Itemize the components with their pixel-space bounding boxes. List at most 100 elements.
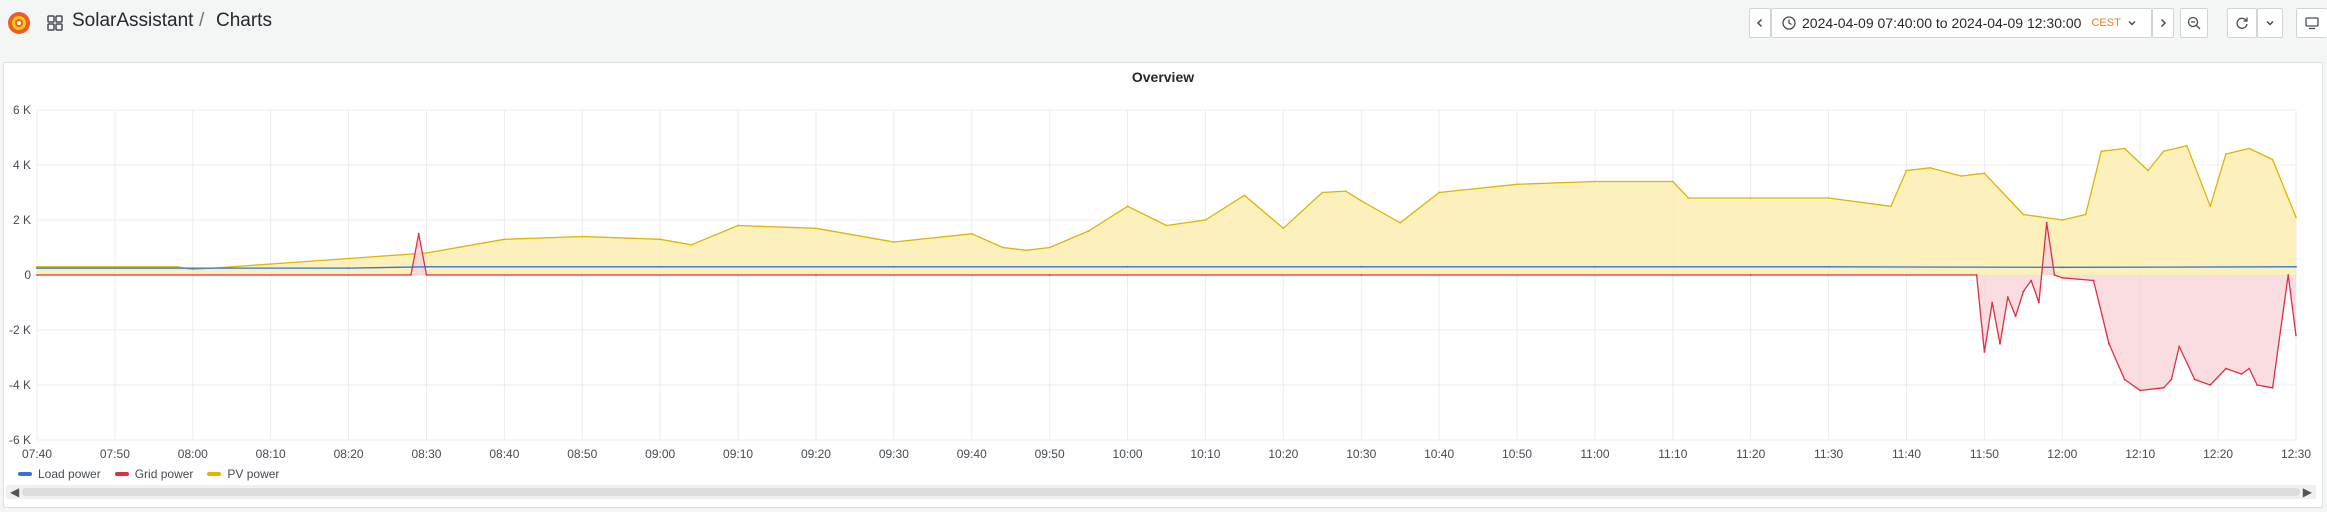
- legend-swatch: [207, 472, 222, 476]
- breadcrumb-app-name[interactable]: SolarAssistant: [72, 10, 194, 31]
- time-range-picker[interactable]: 2024-04-09 07:40:00 to 2024-04-09 12:30:…: [1771, 8, 2152, 38]
- load-power-point: [1360, 265, 1363, 268]
- grid-power-point: [2014, 315, 2017, 318]
- pv-power-point: [191, 268, 194, 271]
- grid-power-point: [2061, 276, 2064, 279]
- x-tick-label: 09:50: [1035, 447, 1065, 461]
- x-tick-label: 11:10: [1658, 447, 1687, 461]
- x-tick-label: 10:30: [1346, 447, 1376, 461]
- y-tick-label: 2 K: [13, 213, 31, 227]
- legend-item-pv-power[interactable]: PV power: [207, 467, 279, 481]
- y-tick-label: 6 K: [13, 103, 31, 117]
- top-navbar: SolarAssistant / Charts 2024-04-09 07:40…: [0, 0, 2327, 46]
- grid-power-point: [2240, 373, 2243, 375]
- x-tick-label: 12:10: [2125, 447, 2155, 461]
- grid-power-point: [2193, 378, 2196, 381]
- x-tick-label: 09:20: [801, 447, 831, 461]
- grid-power-point: [1048, 274, 1051, 276]
- time-range-label: 2024-04-09 07:40:00 to 2024-04-09 12:30:…: [1802, 15, 2082, 31]
- pv-power-point: [1438, 191, 1440, 194]
- tv-mode-icon: [2305, 17, 2319, 30]
- x-tick-label: 12:00: [2047, 447, 2077, 461]
- x-tick-label: 12:30: [2281, 447, 2311, 461]
- x-tick-label: 08:00: [178, 447, 208, 461]
- grid-power-point: [2108, 342, 2110, 345]
- grid-power-point: [1749, 274, 1752, 276]
- grid-power-point: [2038, 301, 2040, 304]
- grid-power-point: [36, 274, 38, 276]
- pv-power-point: [269, 263, 272, 265]
- scroll-right-icon[interactable]: ▶: [2302, 485, 2312, 499]
- legend-item-load-power[interactable]: Load power: [18, 467, 101, 481]
- pv-power-point: [1204, 219, 1207, 221]
- grid-power-point: [2045, 221, 2048, 224]
- x-tick-label: 09:40: [957, 447, 987, 461]
- y-tick-label: -2 K: [9, 323, 31, 337]
- x-tick-label: 10:00: [1113, 447, 1143, 461]
- grid-power-point: [1360, 274, 1363, 276]
- time-shift-forward-button[interactable]: [2152, 8, 2174, 38]
- legend-item-grid-power[interactable]: Grid power: [114, 467, 193, 481]
- pv-power-point: [1890, 205, 1892, 208]
- grid-power-point: [2162, 386, 2165, 389]
- time-shift-back-button[interactable]: [1749, 8, 1771, 38]
- horizontal-scrollbar[interactable]: ◀ ▶: [6, 485, 2316, 499]
- pv-power-point: [2209, 205, 2212, 208]
- load-power-point: [425, 265, 428, 268]
- pv-power-point: [659, 238, 662, 241]
- overview-chart[interactable]: 6 K 4 K 2 K 0 -2 K -4 K -6 K07:40 07:50 08:00 08:…: [0, 0, 2327, 470]
- chart-panel: [3, 62, 2323, 508]
- chevron-left-icon: [1756, 18, 1763, 28]
- pv-power-point: [1516, 183, 1518, 186]
- pv-power-point: [1165, 224, 1168, 227]
- x-tick-label: 07:50: [100, 447, 130, 461]
- pv-power-point: [2248, 147, 2251, 150]
- tv-mode-button[interactable]: [2296, 8, 2327, 38]
- pv-power-point: [1749, 197, 1752, 199]
- refresh-interval-dropdown[interactable]: [2257, 8, 2283, 38]
- grid-power-point: [1991, 301, 1994, 304]
- apps-grid-icon[interactable]: [47, 15, 63, 31]
- load-power-point: [191, 267, 194, 269]
- grid-power-point: [417, 232, 420, 235]
- grid-power-point: [1999, 342, 2001, 345]
- pv-power-point: [1048, 246, 1051, 249]
- pv-power-point: [1983, 172, 1986, 175]
- legend-swatch: [114, 472, 129, 476]
- y-tick-label: -4 K: [9, 378, 31, 392]
- load-power-point: [1126, 265, 1129, 268]
- page-title: Charts: [216, 10, 272, 31]
- pv-power-point: [581, 235, 584, 238]
- grid-power-point: [425, 274, 428, 276]
- scroll-left-icon[interactable]: ◀: [10, 485, 20, 499]
- legend-label: PV power: [227, 467, 280, 481]
- x-tick-label: 11:40: [1892, 447, 1921, 461]
- panel-title[interactable]: Overview: [1131, 69, 1195, 85]
- load-power-point: [2061, 266, 2064, 269]
- refresh-button[interactable]: [2227, 8, 2257, 38]
- grid-power-point: [2053, 274, 2056, 276]
- x-tick-label: 08:20: [334, 447, 364, 461]
- pv-power-area: [37, 145, 2296, 275]
- legend-label: Load power: [38, 467, 101, 481]
- grid-power-point: [2030, 279, 2033, 282]
- chevron-down-icon: [2266, 20, 2274, 26]
- x-tick-label: 12:20: [2203, 447, 2233, 461]
- grid-power-point: [2092, 279, 2095, 282]
- pv-power-point: [176, 265, 179, 268]
- x-tick-label: 10:20: [1268, 447, 1298, 461]
- grid-power-point: [410, 274, 412, 276]
- timezone-label: CEST: [2091, 17, 2121, 29]
- scrollbar-thumb[interactable]: [22, 488, 2300, 496]
- y-tick-label: 0: [24, 268, 31, 282]
- pv-power-point: [2295, 216, 2297, 219]
- grid-power-point: [2170, 378, 2173, 381]
- grid-power-point: [2006, 296, 2009, 298]
- pv-power-point: [1929, 166, 1931, 169]
- clock-icon: [1782, 16, 1796, 30]
- zoom-out-button[interactable]: [2180, 8, 2208, 38]
- pv-power-point: [690, 243, 693, 246]
- load-power-point: [893, 265, 895, 268]
- grafana-logo-icon[interactable]: [6, 10, 32, 36]
- pv-power-point: [1594, 180, 1596, 183]
